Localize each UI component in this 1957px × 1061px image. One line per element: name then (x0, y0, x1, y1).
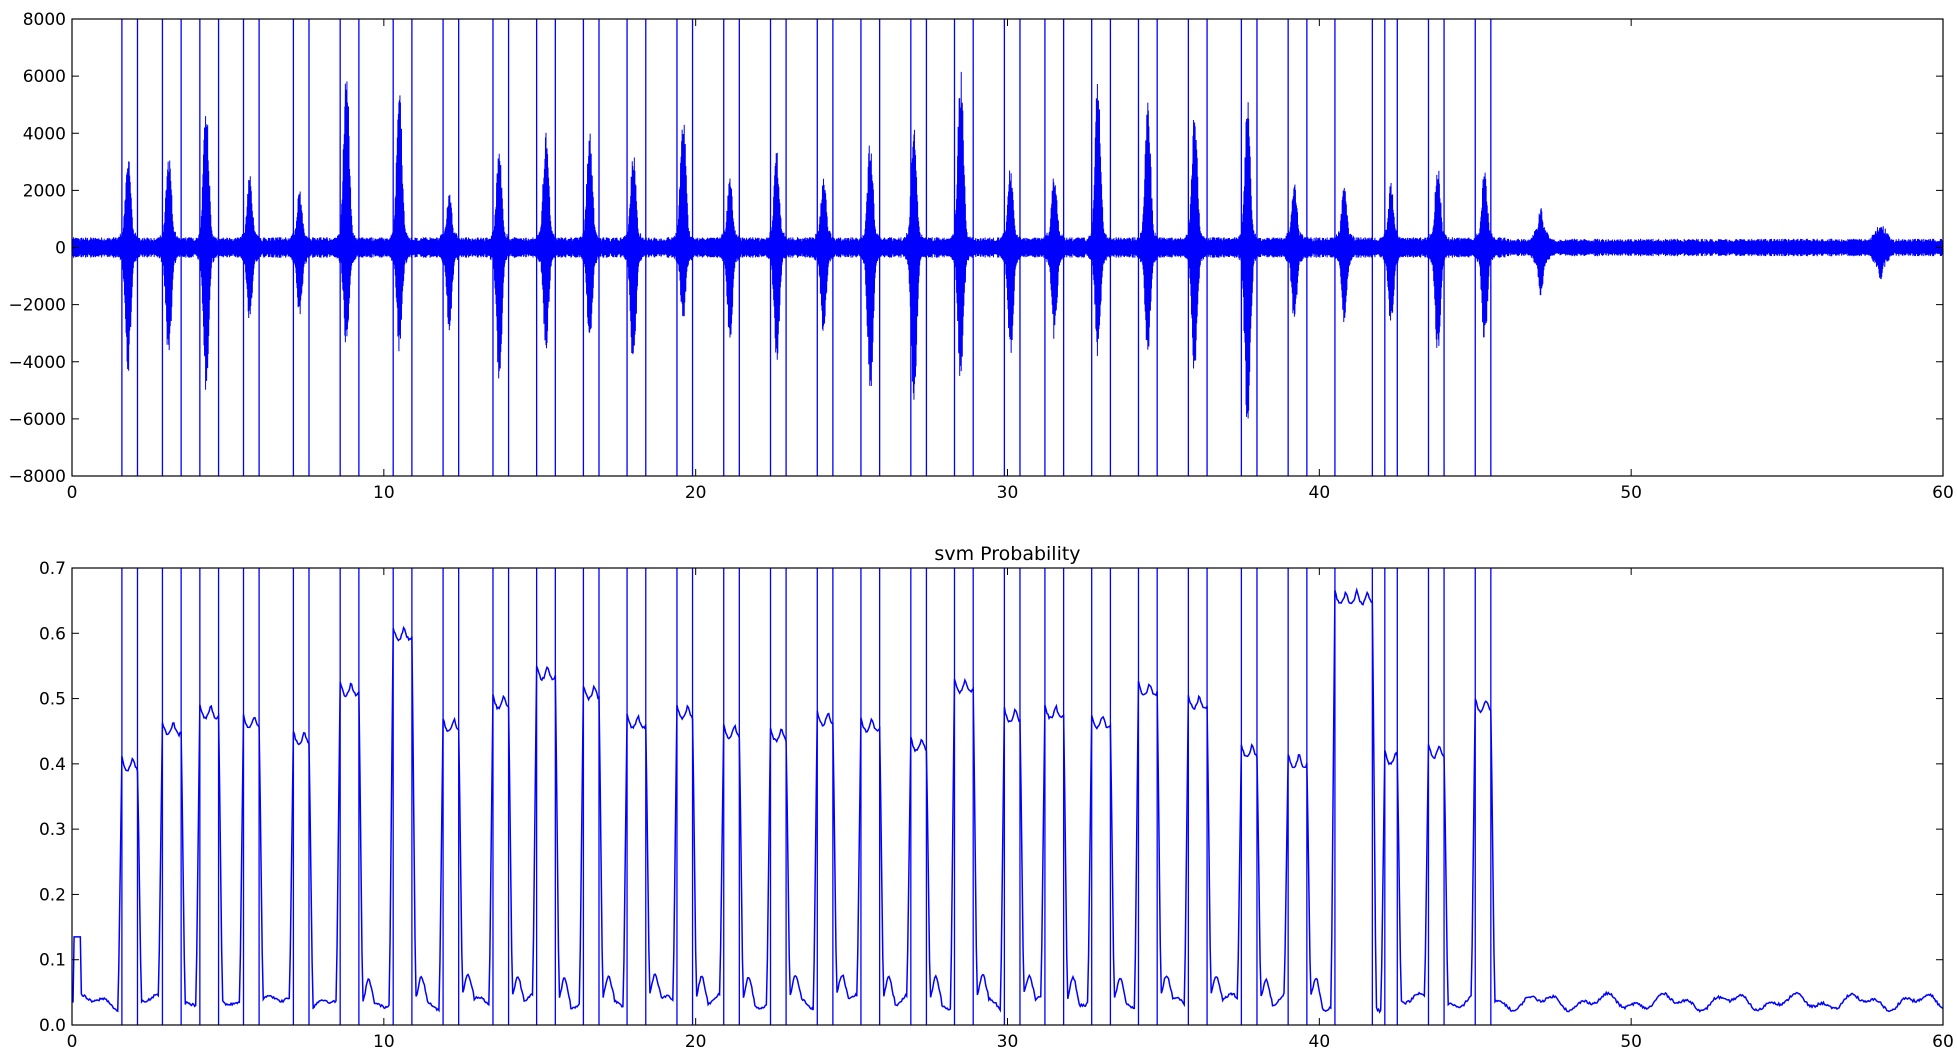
vertical-lines (121, 568, 1492, 1025)
x-tick-label: 0 (67, 483, 78, 503)
x-tick-label: 40 (1309, 1032, 1331, 1052)
y-tick-label: 6000 (23, 67, 66, 87)
y-tick-label: −4000 (8, 353, 66, 373)
probability-series-line (72, 587, 1943, 1014)
chart-signal: 0 10 20 30 40 50 60 −8000 −6000 −4000 −2000 0 2000 40… (8, 10, 1953, 503)
y-tick-label: 4000 (23, 124, 66, 144)
x-tick-label: 50 (1620, 483, 1642, 503)
x-tick-label: 10 (373, 483, 395, 503)
chart-svm-probability: 0 10 20 30 40 50 60 0.0 0.1 0.2 0.3 0.4 0.5 0.6 0.7 svm… (39, 543, 1954, 1052)
y-tick-label: −8000 (8, 467, 66, 487)
x-tick-label: 50 (1620, 1032, 1642, 1052)
plot-frame (71, 18, 1944, 477)
x-tick-label: 60 (1932, 483, 1954, 503)
x-tick-label: 0 (67, 1032, 78, 1052)
y-tick-label: 8000 (23, 10, 66, 30)
plot-frame (71, 567, 1944, 1026)
y-tick-label: 0.4 (39, 755, 66, 775)
y-tick-label: −2000 (8, 296, 66, 316)
y-tick-label: 0 (55, 239, 66, 259)
x-tick-label: 30 (997, 1032, 1019, 1052)
x-tick-label: 30 (997, 483, 1019, 503)
x-tick-label: 20 (685, 1032, 707, 1052)
x-tick-label: 60 (1932, 1032, 1954, 1052)
y-tick-label: 0.7 (39, 559, 66, 579)
y-tick-label: 0.0 (39, 1016, 66, 1036)
x-tick-label: 20 (685, 483, 707, 503)
vertical-lines (121, 19, 1492, 476)
y-tick-label: −6000 (8, 410, 66, 430)
y-tick-label: 0.1 (39, 951, 66, 971)
signal-series-line (72, 71, 1943, 419)
y-tick-label: 0.2 (39, 885, 66, 905)
y-tick-label: 2000 (23, 181, 66, 201)
y-tick-label: 0.5 (39, 690, 66, 710)
x-tick-label: 10 (373, 1032, 395, 1052)
y-tick-label: 0.3 (39, 820, 66, 840)
y-tick-label: 0.6 (39, 624, 66, 644)
chart-title: svm Probability (934, 543, 1080, 565)
x-tick-label: 40 (1309, 483, 1331, 503)
